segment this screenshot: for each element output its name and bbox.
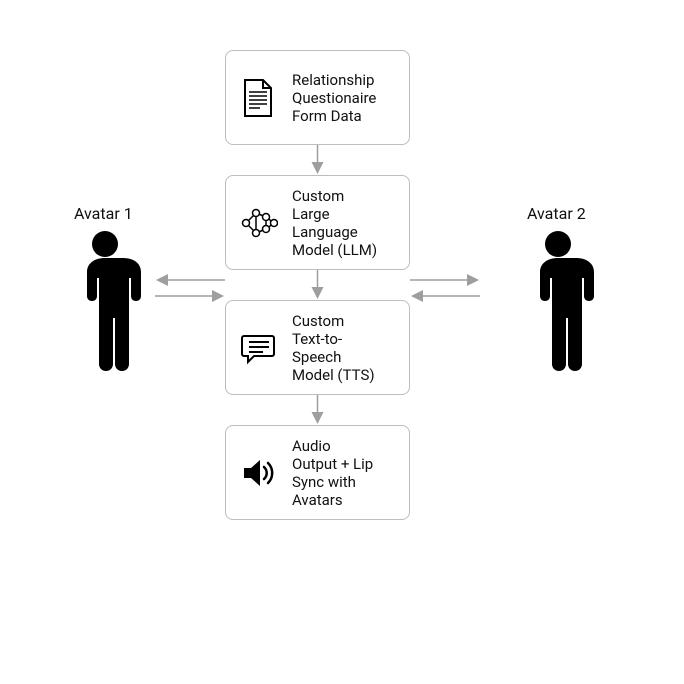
arrows-layer xyxy=(0,0,684,684)
